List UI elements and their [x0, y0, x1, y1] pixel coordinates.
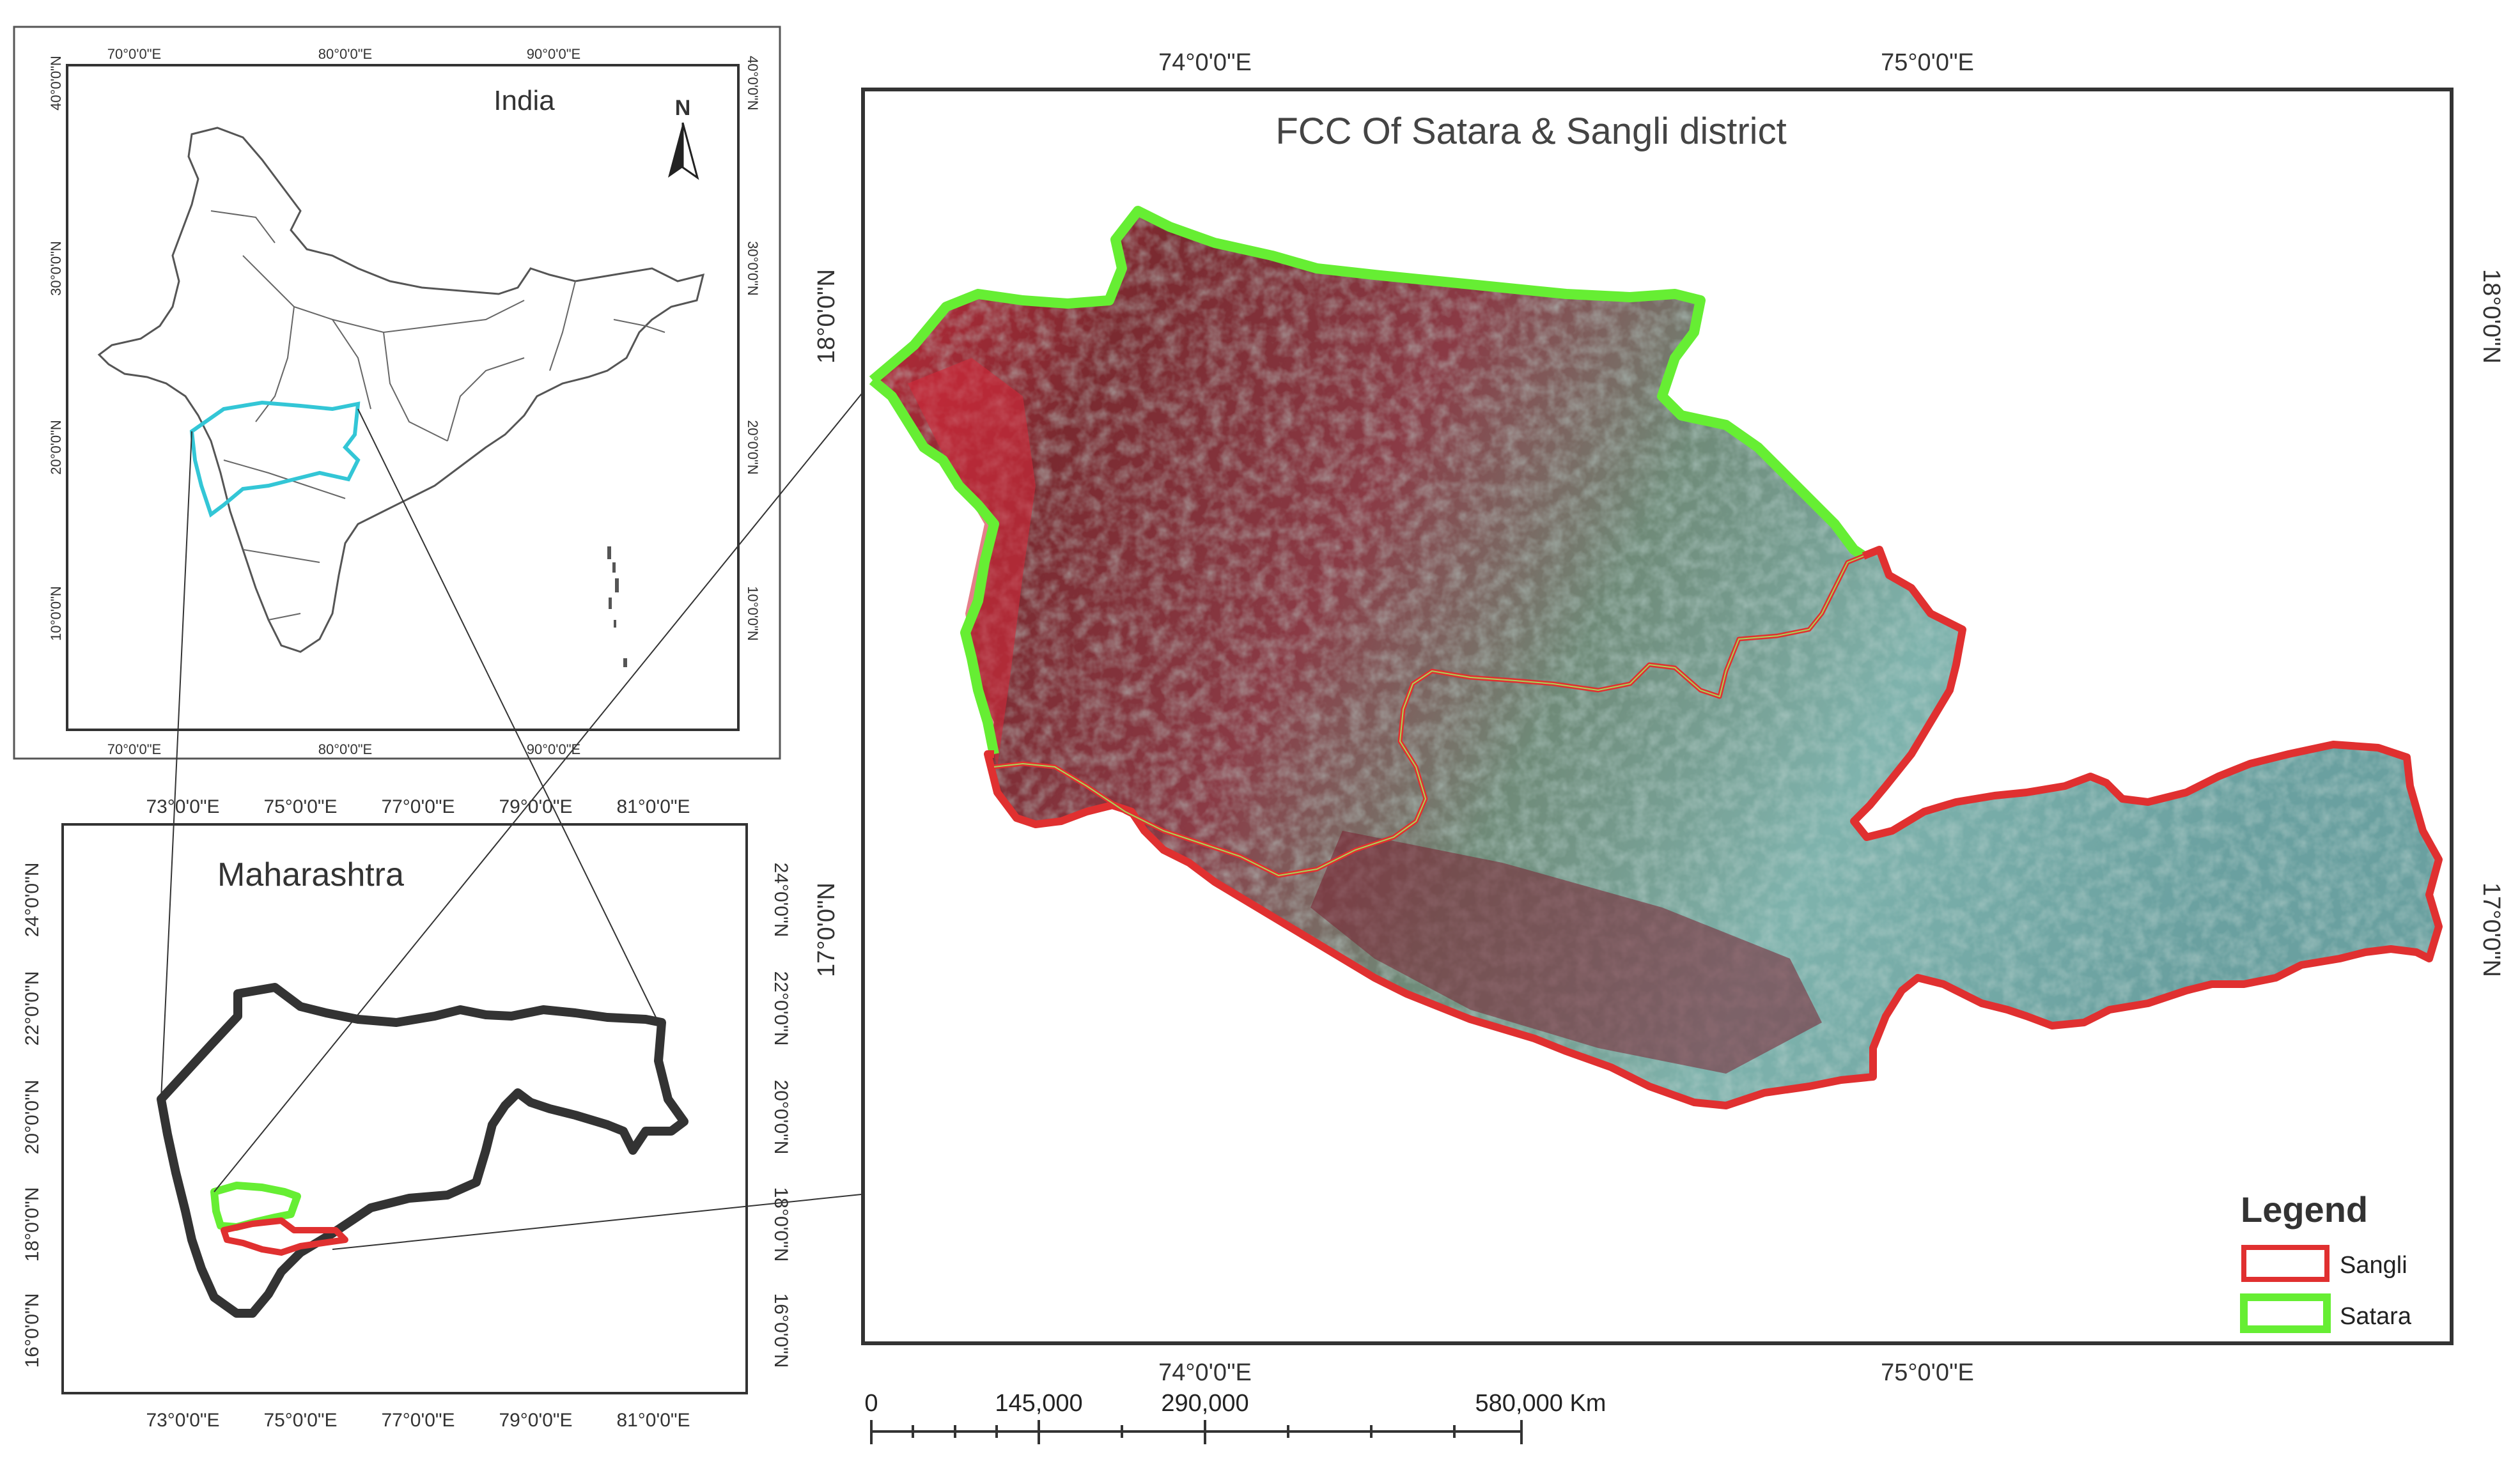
mh-left-tick: 20°0'0"N [22, 1080, 43, 1155]
mh-right-tick: 20°0'0"N [770, 1080, 791, 1155]
india-right-tick: 20°0'0"N [745, 420, 761, 475]
legend-title: Legend [2241, 1189, 2368, 1230]
maharashtra-outline [157, 983, 688, 1318]
scale-label: 290,000 [1161, 1390, 1248, 1417]
india-title: India [494, 85, 555, 116]
legend-label-sangli: Sangli [2340, 1252, 2407, 1279]
legend-swatch-sangli [2241, 1245, 2329, 1282]
fcc-western-ghats [908, 358, 1036, 767]
fcc-dense-vegetation [1311, 831, 1822, 1074]
fcc-top-tick: 75°0'0"E [1881, 49, 1974, 76]
fcc-left-tick: 18°0'0"N [813, 269, 840, 364]
fcc-bottom-tick: 75°0'0"E [1881, 1359, 1974, 1386]
india-right-tick: 30°0'0"N [745, 241, 761, 296]
india-outline [97, 127, 705, 653]
fcc-bottom-tick: 74°0'0"E [1158, 1359, 1252, 1386]
fcc-left-tick: 17°0'0"N [813, 883, 840, 977]
legend-label-satara: Satara [2340, 1303, 2412, 1330]
fcc-right-tick: 18°0'0"N [2478, 269, 2505, 364]
satara-small [210, 1182, 301, 1231]
north-arrow-icon: N [668, 96, 699, 180]
maharashtra-inset: 73°0'0"E 75°0'0"E 77°0'0"E 79°0'0"E 81°0… [22, 796, 791, 1431]
district-boundary-inner [993, 555, 1864, 877]
india-bottom-tick: 80°0'0"E [318, 741, 372, 757]
mh-top-tick: 81°0'0"E [616, 796, 690, 817]
satara-outline [869, 206, 1867, 755]
mh-right-tick: 16°0'0"N [770, 1293, 791, 1368]
india-top-tick: 70°0'0"E [107, 46, 161, 62]
mh-top-tick: 79°0'0"E [499, 796, 572, 817]
sangli-outline [984, 546, 2443, 1109]
india-top-tick: 90°0'0"E [527, 46, 580, 62]
mh-top-tick: 77°0'0"E [381, 796, 455, 817]
maharashtra-map-frame [61, 823, 748, 1394]
india-left-tick: 20°0'0"N [48, 420, 64, 475]
mh-right-tick: 22°0'0"N [770, 971, 791, 1046]
sangli-small [221, 1217, 348, 1256]
scale-label: 145,000 [995, 1390, 1082, 1417]
mh-bottom-tick: 77°0'0"E [381, 1410, 455, 1431]
mh-left-tick: 18°0'0"N [22, 1187, 43, 1262]
india-inset: 70°0'0"E 80°0'0"E 90°0'0"E 70°0'0"E 80°0… [13, 26, 781, 760]
mh-right-tick: 24°0'0"N [770, 863, 791, 937]
india-islands [607, 546, 627, 667]
legend-swatch-satara [2240, 1293, 2331, 1333]
india-left-tick: 40°0'0"N [48, 56, 64, 111]
mh-right-tick: 18°0'0"N [770, 1187, 791, 1262]
india-left-tick: 30°0'0"N [48, 241, 64, 296]
mh-left-tick: 16°0'0"N [22, 1293, 43, 1368]
north-label: N [675, 96, 691, 120]
india-top-tick: 80°0'0"E [318, 46, 372, 62]
india-right-tick: 40°0'0"N [745, 56, 761, 111]
mh-top-tick: 73°0'0"E [146, 796, 219, 817]
mh-bottom-tick: 73°0'0"E [146, 1410, 219, 1431]
mh-bottom-tick: 75°0'0"E [263, 1410, 337, 1431]
maharashtra-title: Maharashtra [217, 856, 404, 893]
scale-bar: 0 145,000 290,000 580,000 Km [864, 1390, 1606, 1444]
mh-left-tick: 24°0'0"N [22, 863, 43, 937]
india-map-frame [66, 64, 740, 731]
scale-label: 0 [864, 1390, 878, 1417]
mh-bottom-tick: 81°0'0"E [616, 1410, 690, 1431]
mh-left-tick: 22°0'0"N [22, 971, 43, 1046]
india-left-tick: 10°0'0"N [48, 586, 64, 641]
india-right-tick: 10°0'0"N [745, 586, 761, 641]
maharashtra-highlight [189, 400, 361, 518]
mh-bottom-tick: 79°0'0"E [499, 1410, 572, 1431]
legend: Legend Sangli Satara [2240, 1189, 2412, 1333]
fcc-map-title: FCC Of Satara & Sangli district [1275, 111, 1786, 152]
fcc-right-tick: 17°0'0"N [2478, 883, 2505, 977]
fcc-main-map: 74°0'0"E 75°0'0"E 74°0'0"E 75°0'0"E 18°0… [813, 49, 2505, 1386]
india-bottom-tick: 90°0'0"E [527, 741, 580, 757]
fcc-top-tick: 74°0'0"E [1158, 49, 1252, 76]
scale-label: 580,000 Km [1475, 1390, 1606, 1417]
mh-top-tick: 75°0'0"E [263, 796, 337, 817]
india-bottom-tick: 70°0'0"E [107, 741, 161, 757]
